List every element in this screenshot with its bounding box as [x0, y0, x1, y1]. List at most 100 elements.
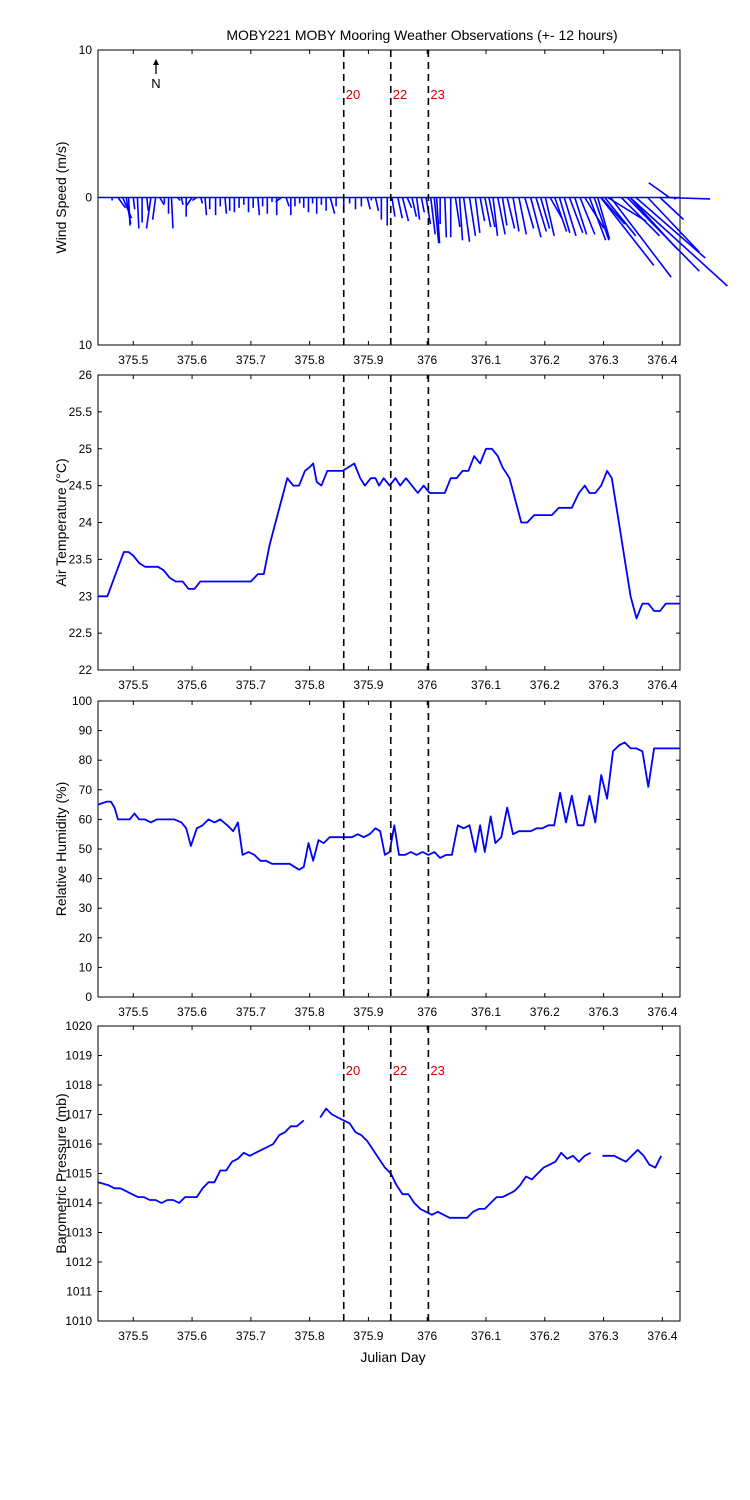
wind-stick	[433, 197, 440, 244]
y-axis-label: Barometric Pressure (mb)	[53, 1093, 69, 1253]
wind-stick	[170, 197, 174, 229]
marker-label: 22	[393, 87, 407, 102]
y-tick-label: 20	[79, 931, 93, 945]
y-tick-label: 1012	[65, 1255, 92, 1269]
wind-stick	[648, 182, 670, 199]
x-tick-label: 376.4	[647, 678, 677, 692]
wind-stick	[600, 196, 626, 225]
x-tick-label: 375.6	[177, 1005, 207, 1019]
wind-stick	[593, 197, 610, 241]
x-tick-label: 376.1	[471, 1329, 501, 1343]
y-tick-label: 25	[79, 442, 93, 456]
x-tick-label: 376	[417, 1005, 437, 1019]
y-tick-label: 1017	[65, 1108, 92, 1122]
figure-title: MOBY221 MOBY Mooring Weather Observation…	[226, 27, 617, 43]
y-tick-label: 1014	[65, 1196, 92, 1210]
y-axis-label: Air Temperature (°C)	[53, 458, 69, 586]
wind-stick	[285, 197, 290, 207]
wind-stick	[435, 197, 441, 244]
y-tick-label: 26	[79, 368, 93, 382]
x-tick-label: 376.3	[589, 353, 619, 367]
wind-stick	[458, 197, 464, 241]
wind-stick	[401, 197, 410, 222]
wind-stick	[665, 196, 711, 200]
x-tick-label: 376	[417, 1329, 437, 1343]
wind-stick	[420, 197, 426, 213]
y-tick-label: 23	[79, 589, 93, 603]
y-tick-label: 24.5	[69, 479, 93, 493]
series-line	[319, 1107, 592, 1219]
wind-stick	[374, 197, 380, 211]
x-tick-label: 376.1	[471, 678, 501, 692]
wind-stick	[117, 197, 127, 209]
y-tick-label: 80	[79, 753, 93, 767]
y-tick-label: 1013	[65, 1226, 92, 1240]
wind-stick	[635, 196, 706, 259]
x-tick-label: 376.3	[589, 1005, 619, 1019]
wind-stick	[462, 197, 471, 242]
y-tick-label: 100	[72, 694, 92, 708]
y-tick-label: 22	[79, 663, 93, 677]
marker-label: 20	[346, 1063, 360, 1078]
y-tick-label: 60	[79, 812, 93, 826]
wind-stick	[512, 197, 520, 232]
plot-frame	[97, 1025, 681, 1322]
panel-3: 0 10 20 30 40 50 60 70 80 90 100 375.5 375.6 375.7 375…	[53, 694, 681, 1019]
wind-stick	[626, 196, 700, 272]
wind-stick	[151, 197, 157, 220]
x-tick-label: 375.9	[353, 1005, 383, 1019]
wind-stick	[224, 197, 228, 214]
wind-stick	[620, 196, 661, 237]
wind-stick	[397, 197, 404, 219]
x-tick-label: 375.9	[353, 678, 383, 692]
wind-stick	[574, 197, 588, 235]
y-tick-label: 0	[85, 191, 92, 205]
x-tick-label: 376.2	[530, 678, 560, 692]
wind-stick	[204, 197, 208, 216]
x-tick-label: 375.7	[236, 353, 266, 367]
x-tick-label: 375.7	[236, 1005, 266, 1019]
x-tick-label: 376.2	[530, 353, 560, 367]
wind-stick	[558, 197, 571, 234]
wind-stick	[127, 197, 131, 226]
wind-stick	[524, 197, 535, 229]
marker-label: 23	[430, 1063, 444, 1078]
wind-stick	[584, 197, 605, 229]
wind-stick	[535, 197, 548, 232]
wind-stick	[563, 197, 577, 237]
plot-frame	[97, 374, 681, 671]
x-tick-label: 375.7	[236, 678, 266, 692]
wind-stick	[549, 197, 563, 219]
y-tick-label: 1015	[65, 1167, 92, 1181]
wind-stick	[415, 197, 421, 220]
wind-stick	[647, 196, 700, 253]
panel-4: 1010 1011 1012 1013 1014 1015 1016 1017 1018 1019…	[53, 1019, 681, 1343]
wind-stick	[609, 197, 672, 278]
x-tick-label: 375.7	[236, 1329, 266, 1343]
wind-stick	[479, 197, 486, 222]
wind-stick	[539, 197, 551, 229]
wind-stick	[579, 197, 596, 235]
x-tick-label: 375.8	[295, 353, 325, 367]
x-tick-label: 376.1	[471, 1005, 501, 1019]
plot-frame	[97, 700, 681, 998]
wind-stick	[159, 197, 165, 206]
y-tick-label: 1011	[66, 1285, 92, 1299]
wind-stick	[474, 197, 481, 233]
y-axis-label: Wind Speed (m/s)	[53, 141, 69, 253]
x-tick-label: 375.5	[118, 678, 148, 692]
wind-stick	[132, 197, 136, 210]
x-tick-label: 376.3	[589, 678, 619, 692]
y-tick-label: 1018	[65, 1078, 92, 1092]
y-tick-label: 25.5	[69, 405, 93, 419]
wind-stick	[366, 197, 371, 210]
wind-stick	[406, 197, 413, 209]
wind-stick	[275, 196, 282, 203]
y-tick-label: 70	[79, 783, 93, 797]
wind-stick	[191, 196, 198, 202]
wind-stick	[136, 197, 140, 229]
wind-stick	[673, 196, 678, 200]
y-tick-label: 1019	[65, 1049, 92, 1063]
wind-stick	[492, 197, 499, 236]
